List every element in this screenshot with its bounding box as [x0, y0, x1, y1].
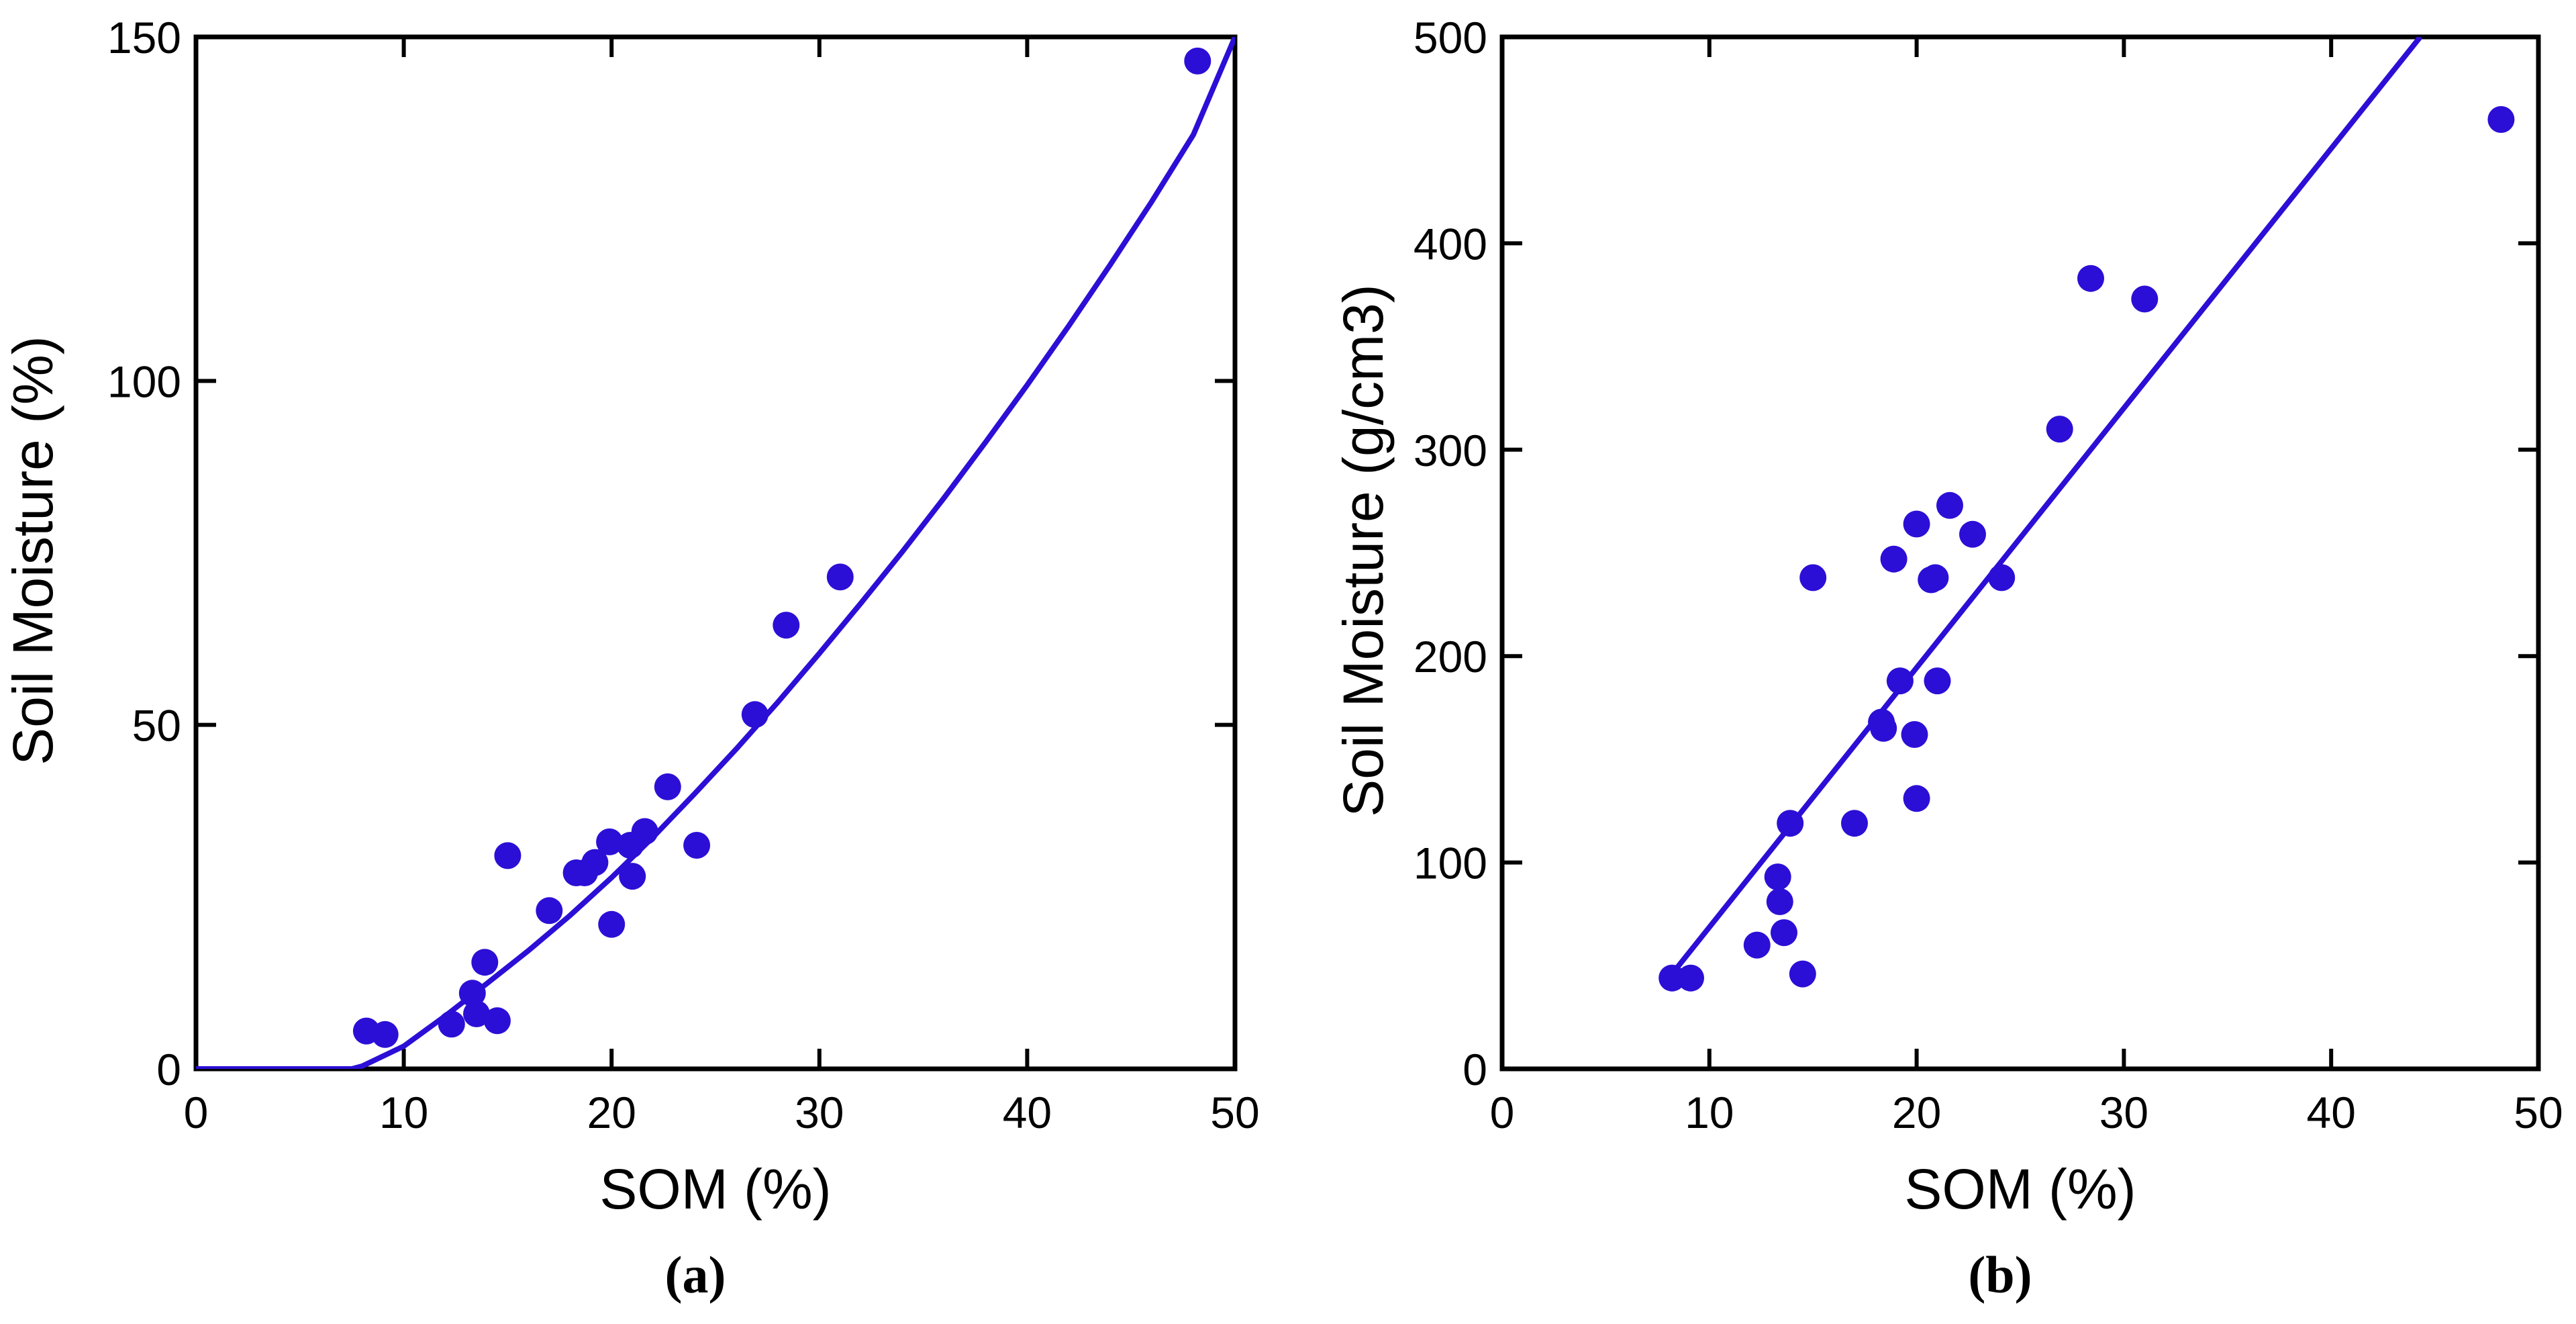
data-point-a — [683, 832, 711, 859]
data-point-a — [741, 701, 769, 728]
data-point-b — [2487, 106, 2515, 133]
data-point-a — [463, 1000, 490, 1027]
data-point-b — [2131, 285, 2159, 313]
x-tick-label-a: 30 — [795, 1088, 844, 1137]
data-point-a — [458, 980, 486, 1007]
axes-frame-b — [1499, 34, 2541, 1072]
data-point-a — [773, 612, 800, 639]
x-tick-label-b: 0 — [1490, 1088, 1515, 1137]
data-point-a — [826, 563, 854, 591]
data-point-a — [371, 1021, 399, 1048]
y-tick-label-b: 100 — [1414, 839, 1487, 888]
data-point-a — [1184, 47, 1211, 75]
fit-line-a — [196, 37, 1235, 1069]
x-axis-label-a: SOM (%) — [599, 1157, 831, 1221]
x-tick-label-a: 0 — [184, 1088, 209, 1137]
data-point-b — [1922, 564, 1949, 592]
y-axis-label-b: Soil Moisture (g/cm3) — [1332, 284, 1395, 817]
data-point-b — [1771, 919, 1797, 947]
axes-frame-a — [193, 34, 1238, 1072]
x-tick-label-b: 50 — [2514, 1088, 2563, 1137]
data-point-b — [1766, 888, 1793, 915]
data-point-a — [631, 818, 658, 845]
x-tick-label-b: 40 — [2306, 1088, 2355, 1137]
data-point-b — [1841, 810, 1868, 837]
data-point-b — [2077, 265, 2104, 292]
data-point-b — [1789, 960, 1816, 988]
panel-caption-b: (b) — [1968, 1245, 2032, 1304]
x-axis-label-b: SOM (%) — [1904, 1157, 2136, 1221]
data-point-b — [1743, 931, 1771, 959]
x-tick-label-b: 30 — [2099, 1088, 2148, 1137]
y-tick-label-a: 100 — [107, 357, 181, 406]
data-point-b — [1959, 520, 1986, 548]
data-point-b — [1777, 810, 1804, 837]
y-tick-label-a: 150 — [107, 13, 181, 62]
x-tick-label-a: 10 — [379, 1088, 428, 1137]
data-point-b — [1880, 545, 1908, 573]
chart-panel-a: 0 10 20 30 40 50 0 50 100 150 Soil Moisture (%) S… — [1, 13, 1260, 1304]
x-tick-label-a: 50 — [1210, 1088, 1259, 1137]
data-point-b — [1924, 667, 1951, 695]
x-tick-label-b: 10 — [1685, 1088, 1734, 1137]
y-tick-label-b: 400 — [1414, 219, 1487, 269]
data-point-a — [483, 1007, 511, 1035]
data-point-a — [494, 842, 522, 869]
y-axis-label-a: Soil Moisture (%) — [1, 336, 64, 765]
data-point-a — [471, 949, 499, 976]
data-point-b — [1903, 510, 1930, 538]
x-tick-label-b: 20 — [1892, 1088, 1941, 1137]
x-tick-label-a: 40 — [1003, 1088, 1052, 1137]
data-point-a — [536, 897, 563, 925]
y-tick-label-b: 300 — [1414, 426, 1487, 475]
y-tick-label-b: 200 — [1414, 632, 1487, 681]
data-point-b — [2046, 416, 2073, 443]
data-point-b — [1988, 564, 2016, 592]
data-point-b — [1764, 863, 1791, 891]
panel-caption-a: (a) — [665, 1245, 726, 1304]
y-tick-label-a: 50 — [132, 701, 181, 751]
data-point-a — [596, 828, 624, 855]
data-point-b — [1886, 667, 1914, 695]
data-point-b — [1677, 964, 1704, 992]
x-tick-label-a: 20 — [587, 1088, 636, 1137]
data-point-a — [654, 773, 681, 800]
data-point-a — [438, 1010, 465, 1038]
data-point-a — [619, 863, 646, 890]
data-point-b — [1870, 714, 1897, 742]
data-point-a — [581, 849, 609, 876]
y-tick-label-a: 0 — [156, 1045, 181, 1094]
data-point-a — [598, 910, 626, 938]
data-point-b — [1936, 491, 1963, 519]
data-point-b — [1901, 721, 1928, 748]
data-point-b — [1799, 564, 1827, 592]
plot-area-a: 0 10 20 30 40 50 0 50 100 150 — [107, 13, 1260, 1137]
data-point-b — [1658, 964, 1686, 992]
data-point-b — [1903, 785, 1930, 812]
y-tick-label-b: 0 — [1463, 1045, 1487, 1094]
y-tick-label-b: 500 — [1414, 13, 1487, 62]
